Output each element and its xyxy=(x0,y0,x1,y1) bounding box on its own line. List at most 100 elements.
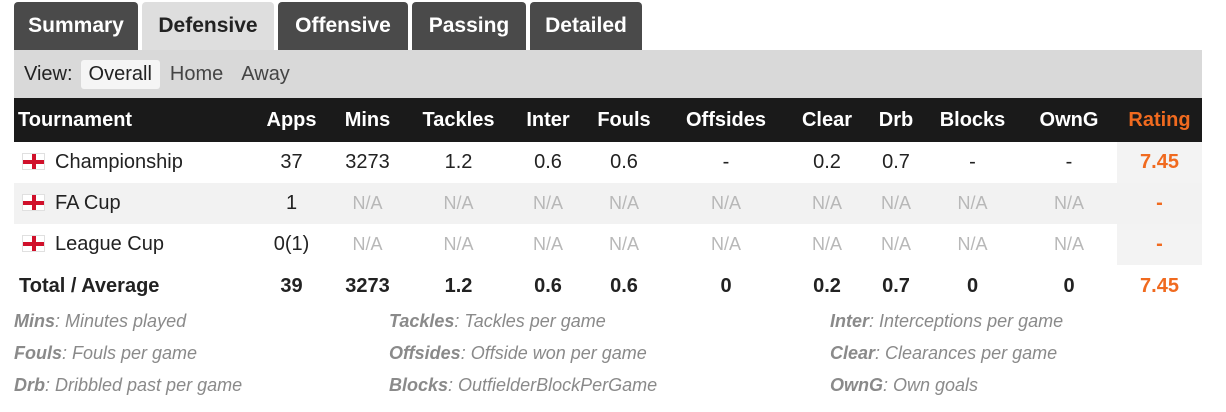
stats-tabs: Summary Defensive Offensive Passing Deta… xyxy=(14,2,642,50)
legend-key: Drb xyxy=(14,375,45,395)
legend-key: Inter xyxy=(830,311,870,331)
inter-cell: N/A xyxy=(514,183,582,224)
tackles-cell: N/A xyxy=(403,183,514,224)
column-header-apps[interactable]: Apps xyxy=(251,98,332,142)
mins-cell: 3273 xyxy=(345,151,390,173)
inter-cell: 0.6 xyxy=(514,265,582,307)
legend-desc: : Clearances per game xyxy=(875,343,1058,363)
column-header-tackles[interactable]: Tackles xyxy=(403,98,514,142)
tab-passing[interactable]: Passing xyxy=(412,2,526,50)
tournament-name[interactable]: FA Cup xyxy=(55,192,121,214)
clear-cell: 0.2 xyxy=(786,265,868,307)
legend-item: Fouls: Fouls per game xyxy=(14,343,197,364)
offsides-cell: 0 xyxy=(666,265,786,307)
column-header-clear[interactable]: Clear xyxy=(786,98,868,142)
legend-desc: : Minutes played xyxy=(55,311,187,331)
legend-desc: : Dribbled past per game xyxy=(45,375,243,395)
england-flag-icon xyxy=(22,153,45,170)
legend-item: Tackles: Tackles per game xyxy=(389,311,606,332)
column-header-mins[interactable]: Mins xyxy=(332,98,403,142)
column-header-inter[interactable]: Inter xyxy=(514,98,582,142)
apps-cell: 1 xyxy=(251,183,332,224)
total-label: Total / Average xyxy=(14,265,251,307)
tab-detailed[interactable]: Detailed xyxy=(530,2,642,50)
tournament-cell[interactable]: FA Cup xyxy=(14,183,251,224)
column-header-drb[interactable]: Drb xyxy=(868,98,924,142)
apps-cell: 0(1) xyxy=(273,233,310,255)
view-option-home[interactable]: Home xyxy=(169,62,224,85)
legend-desc: : Interceptions per game xyxy=(869,311,1064,331)
mins-cell: N/A xyxy=(352,234,383,254)
legend-desc: : Tackles per game xyxy=(454,311,606,331)
tournament-name[interactable]: League Cup xyxy=(55,233,164,255)
mins-cell: N/A xyxy=(332,183,403,224)
legend-item: Blocks: OutfielderBlockPerGame xyxy=(389,375,657,396)
fouls-cell: 0.6 xyxy=(610,151,638,173)
legend-key: Blocks xyxy=(389,375,449,395)
legend-desc: : OutfielderBlockPerGame xyxy=(448,375,658,395)
stats-legend: Mins: Minutes played Tackles: Tackles pe… xyxy=(14,308,1214,408)
legend-item: Inter: Interceptions per game xyxy=(830,311,1063,332)
blocks-cell: 0 xyxy=(924,265,1021,307)
legend-key: Clear xyxy=(830,343,876,363)
apps-cell: 37 xyxy=(280,151,303,173)
legend-item: Clear: Clearances per game xyxy=(830,343,1057,364)
drb-cell: 0.7 xyxy=(882,151,910,173)
legend-key: Mins xyxy=(14,311,56,331)
defensive-stats-table: Tournament Apps Mins Tackles Inter Fouls… xyxy=(14,98,1202,307)
drb-cell: 0.7 xyxy=(868,265,924,307)
view-option-overall[interactable]: Overall xyxy=(80,59,160,89)
legend-key: Offsides xyxy=(389,343,461,363)
rating-cell: 7.45 xyxy=(1117,142,1202,183)
column-header-owng[interactable]: OwnG xyxy=(1021,98,1117,142)
table-row: Championship 37 3273 1.2 0.6 0.6 - 0.2 0… xyxy=(14,142,1202,183)
table-row: FA Cup 1 N/A N/A N/A N/A N/A N/A N/A N/A… xyxy=(14,183,1202,224)
clear-cell: 0.2 xyxy=(813,151,841,173)
column-header-rating[interactable]: Rating xyxy=(1117,98,1202,142)
drb-cell: N/A xyxy=(880,234,911,254)
column-header-blocks[interactable]: Blocks xyxy=(924,98,1021,142)
legend-desc: : Fouls per game xyxy=(62,343,198,363)
view-option-away[interactable]: Away xyxy=(241,62,290,85)
offsides-cell: N/A xyxy=(666,183,786,224)
tackles-cell: 1.2 xyxy=(444,151,473,173)
drb-cell: N/A xyxy=(868,183,924,224)
table-header-row: Tournament Apps Mins Tackles Inter Fouls… xyxy=(14,98,1202,142)
tackles-cell: 1.2 xyxy=(403,265,514,307)
fouls-cell: N/A xyxy=(582,183,666,224)
tab-defensive[interactable]: Defensive xyxy=(142,2,274,50)
england-flag-icon xyxy=(22,235,45,252)
tab-summary[interactable]: Summary xyxy=(14,2,138,50)
rating-cell: - xyxy=(1117,183,1202,224)
rating-cell: 7.45 xyxy=(1117,265,1202,307)
column-header-fouls[interactable]: Fouls xyxy=(582,98,666,142)
rating-cell: - xyxy=(1117,224,1202,265)
inter-cell: N/A xyxy=(532,234,563,254)
owng-cell: - xyxy=(1065,151,1073,173)
clear-cell: N/A xyxy=(811,234,842,254)
blocks-cell: N/A xyxy=(957,234,988,254)
mins-cell: 3273 xyxy=(332,265,403,307)
column-header-tournament[interactable]: Tournament xyxy=(14,98,251,142)
tournament-cell[interactable]: Championship xyxy=(14,142,251,183)
legend-item: Mins: Minutes played xyxy=(14,311,186,332)
owng-cell: N/A xyxy=(1021,183,1117,224)
fouls-cell: N/A xyxy=(608,234,639,254)
column-header-offsides[interactable]: Offsides xyxy=(666,98,786,142)
offsides-cell: N/A xyxy=(710,234,741,254)
table-row: League Cup 0(1) N/A N/A N/A N/A N/A N/A … xyxy=(14,224,1202,265)
england-flag-icon xyxy=(22,194,45,211)
view-label: View: xyxy=(24,62,73,85)
legend-item: Drb: Dribbled past per game xyxy=(14,375,242,396)
legend-key: OwnG xyxy=(830,375,883,395)
tackles-cell: N/A xyxy=(443,234,474,254)
legend-key: Tackles xyxy=(389,311,455,331)
owng-cell: N/A xyxy=(1053,234,1084,254)
tab-offensive[interactable]: Offensive xyxy=(278,2,408,50)
tournament-cell[interactable]: League Cup xyxy=(14,224,251,265)
offsides-cell: - xyxy=(722,151,730,173)
blocks-cell: - xyxy=(969,151,976,173)
legend-item: Offsides: Offside won per game xyxy=(389,343,647,364)
clear-cell: N/A xyxy=(786,183,868,224)
tournament-name[interactable]: Championship xyxy=(55,151,183,173)
